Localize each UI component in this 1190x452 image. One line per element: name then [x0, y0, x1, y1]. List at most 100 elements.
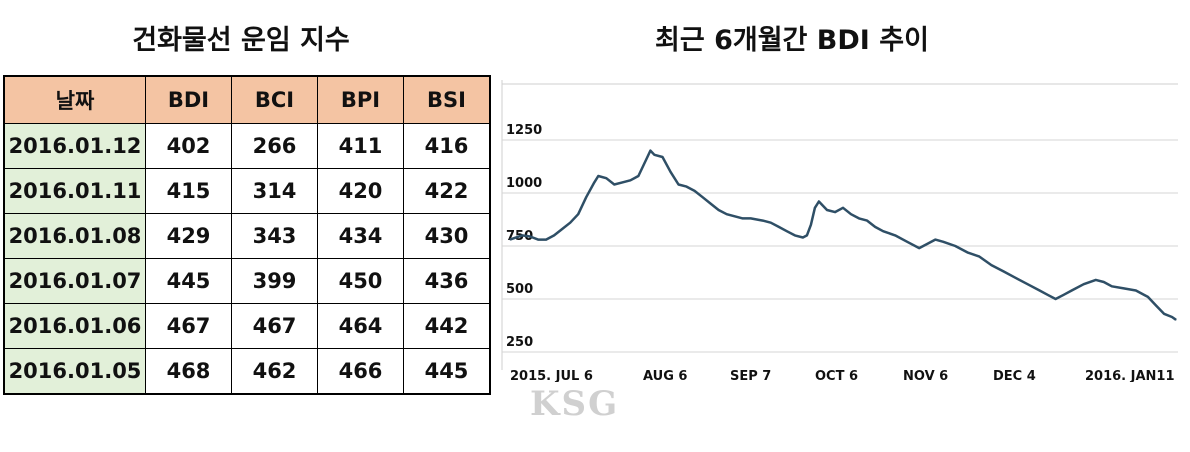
y-tick-label: 1000: [506, 176, 542, 191]
bdi-data-point: [509, 239, 511, 241]
cell-bci: 343: [231, 213, 318, 259]
bdi-data-point: [866, 220, 868, 222]
bdi-data-point: [1135, 289, 1137, 292]
bdi-data-point: [1083, 283, 1085, 285]
x-tick-label: AUG 6: [643, 369, 687, 382]
cell-date: 2016.01.11: [3, 168, 146, 214]
header-date: 날짜: [3, 75, 146, 124]
bdi-data-point: [605, 177, 607, 179]
bdi-data-point: [942, 241, 944, 243]
cell-date: 2016.01.08: [3, 213, 146, 259]
bdi-data-point: [1002, 270, 1005, 272]
table-row: 2016.01.07 445 399 450 436: [3, 258, 491, 304]
bdi-data-point: [770, 222, 772, 224]
bdi-data-point: [806, 234, 808, 236]
cell-bpi: 411: [317, 123, 404, 169]
bdi-data-point: [1055, 298, 1057, 300]
cell-bdi: 467: [145, 303, 232, 349]
bdi-data-point: [561, 228, 563, 230]
bdi-data-point: [842, 207, 844, 209]
bdi-data-point: [802, 236, 804, 239]
cell-bpi: 450: [317, 258, 404, 304]
header-bpi: BPI: [317, 75, 404, 124]
bdi-data-point: [553, 234, 555, 236]
bdi-data-point: [629, 179, 631, 181]
cell-bdi: 468: [145, 348, 232, 395]
cell-bsi: 442: [403, 303, 491, 349]
bdi-data-point: [669, 171, 672, 173]
bdi-data-point: [718, 209, 720, 211]
bdi-data-point: [661, 156, 664, 158]
bdi-data-point: [649, 150, 651, 152]
bdi-data-point: [794, 234, 796, 236]
bdi-data-point: [537, 239, 539, 241]
bdi-data-point: [1027, 283, 1029, 285]
bdi-data-point: [734, 215, 736, 217]
bdi-data-point: [1155, 304, 1157, 306]
bdi-data-point: [918, 247, 920, 249]
y-tick-label: 500: [506, 282, 533, 297]
bdi-data-point: [694, 190, 696, 192]
bdi-data-point: [814, 207, 816, 209]
cell-bci: 266: [231, 123, 318, 169]
bdi-data-point: [621, 181, 623, 183]
bdi-data-point: [637, 175, 639, 177]
bdi-data-point: [569, 222, 571, 224]
cell-bci: 399: [231, 258, 318, 304]
table-row: 2016.01.08 429 343 434 430: [3, 213, 491, 259]
bdi-data-point: [894, 234, 896, 236]
bdi-chart: 1250 1000 750 500 250 2015. JUL 6 AUG 6 SEP 7 OC…: [498, 80, 1178, 384]
cell-date: 2016.01.07: [3, 258, 146, 304]
cell-bdi: 415: [145, 168, 232, 214]
bdi-data-point: [1014, 277, 1017, 279]
cell-bpi: 464: [317, 303, 404, 349]
bdi-data-point: [762, 220, 764, 222]
bdi-data-point: [1111, 285, 1113, 287]
cell-bci: 314: [231, 168, 318, 214]
bdi-series-line: [509, 149, 1177, 321]
cell-bdi: 402: [145, 123, 232, 169]
bdi-data-point: [1103, 281, 1105, 283]
bdi-data-point: [810, 224, 812, 226]
bdi-data-point: [1063, 294, 1065, 296]
bdi-data-point: [826, 209, 828, 211]
cell-date: 2016.01.05: [3, 348, 146, 395]
cell-date: 2016.01.06: [3, 303, 146, 349]
cell-bpi: 420: [317, 168, 404, 214]
freight-index-table: 날짜 BDI BCI BPI BSI 2016.01.12 402 266 41…: [3, 75, 491, 395]
x-tick-label: 2015. JUL 6: [510, 369, 593, 382]
x-tick-label: NOV 6: [903, 369, 948, 382]
bdi-data-point: [685, 186, 688, 188]
cell-bsi: 430: [403, 213, 491, 259]
cell-date: 2016.01.12: [3, 123, 146, 169]
bdi-data-point: [1095, 279, 1097, 281]
cell-bpi: 434: [317, 213, 404, 259]
bdi-data-point: [1163, 313, 1165, 315]
x-tick-label: DEC 4: [993, 369, 1036, 382]
y-tick-label: 1250: [506, 123, 542, 138]
bdi-data-point: [613, 183, 615, 186]
bdi-data-point: [529, 235, 531, 238]
bdi-data-point: [1171, 316, 1173, 318]
header-bci: BCI: [231, 75, 318, 124]
x-tick-label: 2016. JAN11: [1085, 369, 1175, 382]
table-header-row: 날짜 BDI BCI BPI BSI: [3, 75, 491, 124]
bdi-data-point: [882, 230, 884, 232]
bdi-data-point: [545, 239, 547, 241]
bdi-data-point: [593, 181, 595, 183]
bdi-data-point: [742, 217, 744, 219]
cell-bci: 467: [231, 303, 318, 349]
table-title: 건화물선 운임 지수: [132, 25, 350, 56]
bdi-data-point: [710, 203, 712, 205]
cell-bdi: 445: [145, 258, 232, 304]
bdi-data-point: [934, 239, 936, 241]
table-row: 2016.01.12 402 266 411 416: [3, 123, 491, 169]
bdi-data-point: [585, 196, 587, 198]
cell-bsi: 422: [403, 168, 491, 214]
ksg-watermark: KSG: [530, 384, 620, 424]
bdi-data-point: [778, 226, 780, 228]
cell-bsi: 436: [403, 258, 491, 304]
bdi-data-point: [1147, 296, 1149, 298]
y-tick-label: 250: [506, 335, 533, 350]
